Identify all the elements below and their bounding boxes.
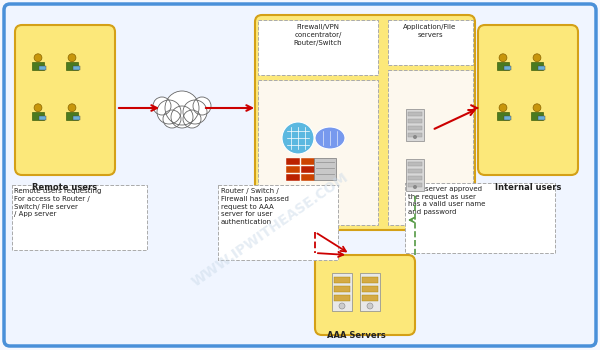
- Circle shape: [339, 303, 345, 309]
- Polygon shape: [32, 63, 44, 70]
- Circle shape: [367, 303, 373, 309]
- Bar: [314, 158, 336, 180]
- Bar: [332, 273, 352, 311]
- Bar: [408, 133, 422, 137]
- Text: WWW.IPWITHEASE.COM: WWW.IPWITHEASE.COM: [189, 170, 351, 289]
- Polygon shape: [32, 112, 44, 120]
- Circle shape: [153, 97, 171, 115]
- Circle shape: [165, 91, 199, 125]
- Bar: [362, 277, 378, 283]
- Circle shape: [499, 104, 507, 112]
- Bar: [334, 286, 350, 292]
- Text: Firewall/VPN
concentrator/
Router/Switch: Firewall/VPN concentrator/ Router/Switch: [293, 24, 343, 46]
- Bar: [362, 295, 378, 301]
- Bar: [12, 185, 147, 250]
- Bar: [258, 20, 378, 75]
- Bar: [301, 166, 315, 173]
- Bar: [408, 119, 422, 123]
- Bar: [538, 66, 545, 70]
- Polygon shape: [531, 63, 543, 70]
- Ellipse shape: [315, 127, 345, 149]
- Bar: [408, 176, 422, 180]
- Bar: [301, 174, 315, 181]
- Bar: [408, 162, 422, 166]
- Bar: [362, 286, 378, 292]
- FancyBboxPatch shape: [4, 4, 596, 346]
- Bar: [39, 66, 46, 70]
- Bar: [286, 158, 300, 165]
- FancyBboxPatch shape: [478, 25, 578, 175]
- Bar: [408, 126, 422, 130]
- FancyBboxPatch shape: [255, 15, 475, 230]
- Circle shape: [533, 54, 541, 62]
- Circle shape: [157, 100, 181, 124]
- Bar: [408, 183, 422, 187]
- Bar: [39, 116, 46, 120]
- Text: AAA server approved
the request as user
has a valid user name
and password: AAA server approved the request as user …: [408, 186, 485, 215]
- Bar: [408, 112, 422, 116]
- Circle shape: [183, 100, 207, 124]
- Polygon shape: [531, 112, 543, 120]
- Polygon shape: [497, 63, 509, 70]
- Circle shape: [413, 185, 417, 189]
- Bar: [258, 80, 378, 225]
- Bar: [405, 183, 555, 253]
- Bar: [334, 277, 350, 283]
- Bar: [538, 116, 545, 120]
- Bar: [286, 166, 300, 173]
- Circle shape: [533, 104, 541, 112]
- Text: Router / Switch /
Firewall has passed
request to AAA
server for user
authenticat: Router / Switch / Firewall has passed re…: [221, 188, 289, 225]
- Bar: [406, 159, 424, 191]
- Polygon shape: [66, 112, 78, 120]
- Bar: [388, 20, 473, 65]
- Bar: [73, 66, 80, 70]
- Circle shape: [413, 135, 417, 139]
- Circle shape: [68, 104, 76, 112]
- Bar: [334, 295, 350, 301]
- Text: AAA Servers: AAA Servers: [326, 331, 385, 340]
- Bar: [301, 158, 315, 165]
- Bar: [504, 116, 511, 120]
- Circle shape: [183, 110, 201, 128]
- Polygon shape: [66, 63, 78, 70]
- Text: Internet: Internet: [164, 103, 200, 112]
- FancyBboxPatch shape: [315, 255, 415, 335]
- Bar: [406, 109, 424, 141]
- Bar: [218, 185, 338, 260]
- Circle shape: [499, 54, 507, 62]
- Polygon shape: [497, 112, 509, 120]
- Text: Remote users requesting
For access to Router /
Switch/ File server
/ App server: Remote users requesting For access to Ro…: [14, 188, 101, 217]
- Text: Remote users: Remote users: [32, 183, 98, 192]
- Bar: [73, 116, 80, 120]
- Circle shape: [34, 104, 42, 112]
- Circle shape: [193, 97, 211, 115]
- Bar: [360, 273, 380, 311]
- Text: Internal users: Internal users: [495, 183, 561, 192]
- Circle shape: [171, 106, 193, 128]
- Circle shape: [68, 54, 76, 62]
- Circle shape: [282, 122, 314, 154]
- FancyBboxPatch shape: [15, 25, 115, 175]
- Bar: [388, 70, 473, 225]
- Text: Application/File
servers: Application/File servers: [403, 24, 457, 38]
- Bar: [286, 174, 300, 181]
- Circle shape: [163, 110, 181, 128]
- Bar: [408, 169, 422, 173]
- Circle shape: [34, 54, 42, 62]
- Bar: [504, 66, 511, 70]
